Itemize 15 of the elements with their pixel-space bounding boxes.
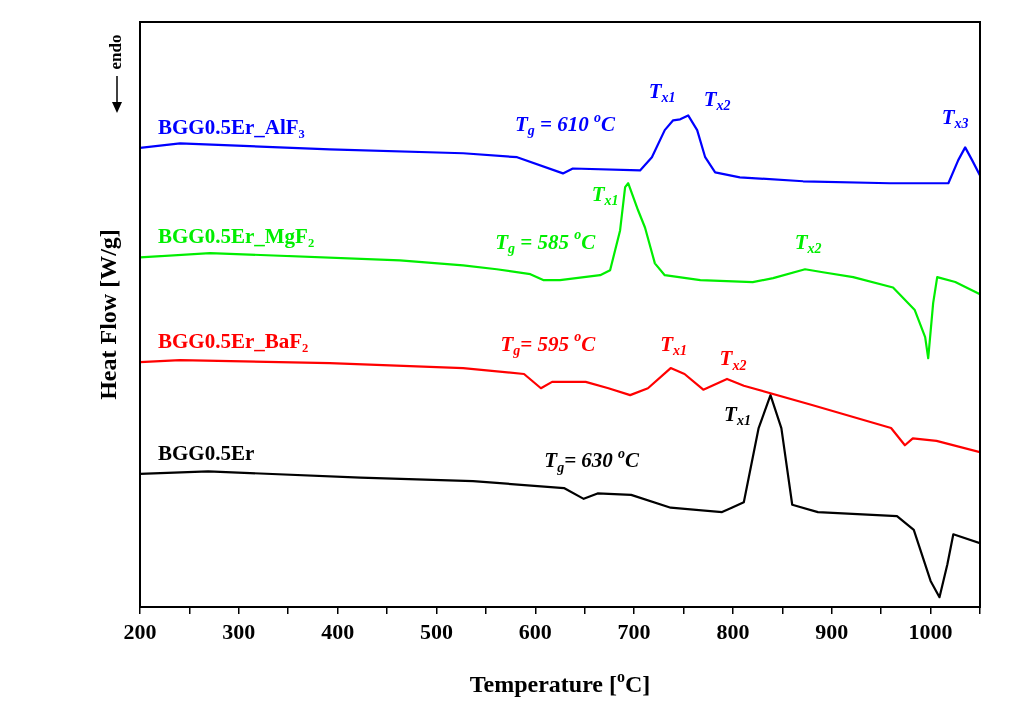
- x-tick-label: 800: [716, 618, 750, 644]
- x-tick-label: 500: [419, 618, 453, 644]
- y-axis-title: Heat Flow [W/g]: [95, 229, 122, 400]
- x-tick-label: 200: [123, 618, 157, 644]
- x-tick-label: 400: [321, 618, 355, 644]
- x-tick-label: 300: [222, 618, 256, 644]
- x-tick-label: 900: [815, 618, 849, 644]
- series-label: BGG0.5Er_BaF₂: [158, 329, 309, 354]
- x-tick-label: 700: [617, 618, 651, 644]
- series-label: BGG0.5Er_MgF₂: [158, 224, 315, 249]
- series-label: BGG0.5Er_AlF₃: [158, 114, 305, 139]
- series-label: BGG0.5Er: [158, 440, 255, 465]
- x-tick-label: 1000: [908, 618, 953, 644]
- text: endo: [106, 34, 126, 70]
- x-tick-label: 600: [518, 618, 552, 644]
